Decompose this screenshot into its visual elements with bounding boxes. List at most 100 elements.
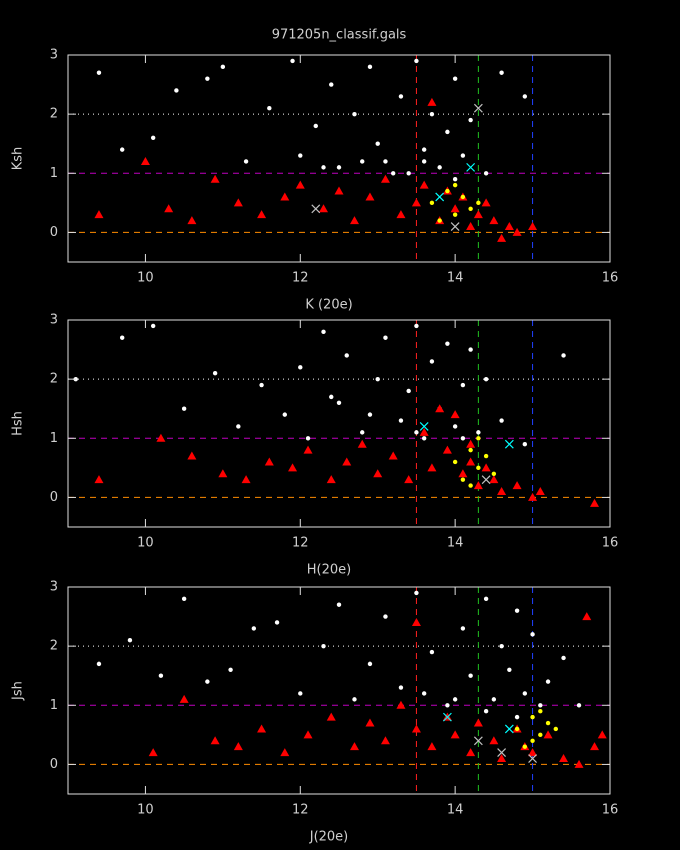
triangle-point [288, 463, 298, 472]
triangle-point [559, 754, 569, 763]
dot-point [414, 323, 419, 329]
triangle-point [450, 730, 460, 739]
dot-point [452, 76, 458, 81]
dot-point [421, 159, 427, 164]
triangle-point [528, 748, 538, 757]
triangle-point [404, 475, 414, 484]
triangle-point [326, 475, 336, 484]
dot-point [468, 206, 473, 211]
dot-point [267, 106, 272, 111]
triangle-point [349, 216, 359, 225]
triangle-point [140, 156, 150, 165]
cross-point [435, 192, 445, 202]
x-tick-label: 14 [447, 536, 464, 551]
triangle-point [427, 742, 437, 751]
triangle-point [342, 457, 352, 466]
triangle-point [427, 463, 437, 472]
y-tick-label: 1 [50, 166, 58, 181]
triangle-point [233, 198, 243, 207]
dot-point [538, 732, 543, 738]
dot-point [352, 697, 357, 702]
x-tick-label: 12 [292, 803, 309, 818]
dot-point [452, 177, 458, 182]
dot-point [336, 602, 342, 607]
triangle-point [179, 694, 189, 703]
plot-frame [67, 586, 611, 795]
dot-point [212, 371, 218, 376]
dot-point [421, 147, 427, 152]
dot-point [228, 667, 233, 672]
triangle-point [419, 180, 429, 189]
triangle-point [450, 204, 460, 213]
x-tick-label: 16 [602, 536, 619, 551]
dot-point [507, 667, 512, 672]
x-axis-label: H(20e) [307, 563, 351, 578]
dot-point [476, 465, 481, 471]
cross-point [450, 222, 460, 231]
x-tick-label: 16 [602, 271, 619, 286]
dot-point [205, 76, 210, 81]
dot-point [538, 703, 543, 708]
dot-point [491, 697, 497, 702]
dot-point [282, 412, 287, 417]
dot-point [561, 655, 566, 661]
dot-point [336, 400, 342, 405]
y-axis-label: Jsh [11, 681, 26, 701]
triangle-point [257, 210, 267, 219]
dot-point [329, 82, 334, 87]
triangle-point [334, 186, 344, 195]
dot-point [522, 744, 528, 749]
cross-point [504, 724, 514, 734]
dot-point [491, 471, 497, 476]
dot-point [476, 200, 481, 206]
triangle-point [365, 718, 375, 727]
dot-point [96, 70, 102, 75]
triangle-point [582, 612, 592, 621]
dot-point [406, 388, 411, 394]
plot-area [68, 587, 610, 794]
dot-point [181, 406, 187, 411]
triangle-point [489, 475, 499, 484]
x-tick-label: 10 [137, 803, 154, 818]
dot-point [499, 643, 504, 649]
triangle-point [435, 404, 445, 413]
dot-point [468, 673, 473, 678]
x-tick-label: 14 [447, 803, 464, 818]
y-tick-label: 3 [50, 48, 58, 63]
triangle-point [512, 481, 522, 490]
dot-point [429, 359, 435, 364]
plot-area [68, 55, 610, 262]
dot-point [298, 691, 303, 696]
cross-point [481, 475, 491, 485]
chart-title: 971205n_classif.gals [272, 28, 407, 43]
dot-point [96, 661, 102, 667]
triangle-point [148, 748, 158, 757]
dot-point [530, 738, 535, 743]
triangle-point [319, 204, 329, 213]
triangle-point [241, 475, 251, 484]
dot-point [181, 596, 187, 602]
plot-frame [67, 54, 611, 263]
triangle-point [590, 742, 600, 751]
triangle-point [218, 469, 228, 478]
dot-point [468, 483, 473, 488]
cross-point [442, 712, 452, 722]
triangle-point [257, 724, 267, 733]
dot-point [468, 447, 473, 453]
y-tick-label: 3 [50, 313, 58, 328]
dot-point [414, 58, 419, 64]
dot-point [220, 64, 226, 70]
dot-point [344, 353, 349, 358]
dot-point [476, 436, 481, 441]
dot-point [375, 141, 380, 146]
triangle-point [481, 463, 491, 472]
dot-point [476, 430, 481, 435]
triangle-point [295, 180, 305, 189]
x-axis-label: J(20e) [309, 830, 349, 845]
y-tick-label: 0 [50, 490, 58, 505]
dot-point [414, 430, 419, 435]
x-tick-label: 14 [447, 271, 464, 286]
